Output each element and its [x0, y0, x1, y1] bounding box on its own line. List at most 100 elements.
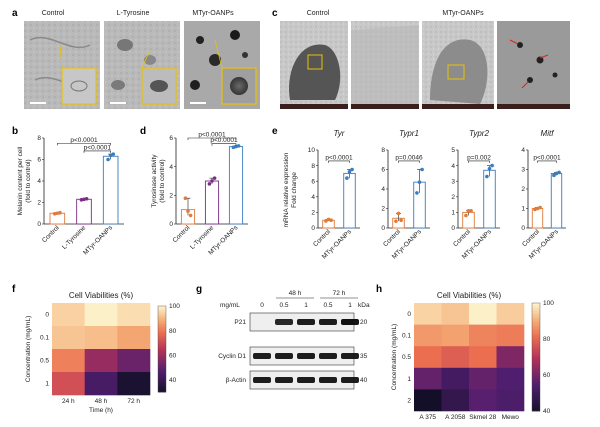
- colorbar-segment: [158, 336, 166, 339]
- y-axis-label: mRNA relative expression: [283, 152, 290, 227]
- blot-band: [275, 377, 293, 383]
- colorbar-segment: [158, 306, 166, 309]
- western-blot: g 48 h 72 h mg/mL 0 0.5 1 0.5 1 kDa P21 20 Cyclin D…: [196, 284, 370, 390]
- colorbar-segment: [158, 389, 166, 393]
- heatmap-cell: [441, 346, 470, 369]
- row-label: 0.5: [402, 354, 411, 361]
- data-point: [236, 144, 241, 148]
- colorbar-segment: [158, 310, 166, 313]
- data-point: [324, 219, 328, 223]
- colorbar-segment: [532, 308, 540, 312]
- colorbar-segment: [532, 378, 540, 382]
- colorbar-segment: [158, 353, 166, 356]
- conc-label: 1: [348, 302, 352, 309]
- colorbar-segment: [158, 325, 166, 328]
- y-tick-label: 6: [37, 157, 41, 164]
- colorbar-segment: [532, 384, 540, 388]
- blot-band: [275, 319, 293, 325]
- colorbar-segment: [532, 311, 540, 315]
- significance-bracket: [83, 150, 111, 153]
- colorbar-segment: [158, 381, 166, 384]
- y-axis-label: (fold to control): [159, 159, 166, 202]
- y-tick-label: 6: [169, 135, 173, 142]
- row-label: 0: [407, 311, 411, 318]
- y-tick-label: 2: [521, 186, 525, 193]
- colorbar-frame: [531, 302, 541, 412]
- colorbar-segment: [158, 314, 166, 318]
- data-point: [466, 209, 471, 213]
- p-value-label: p<0.0001: [84, 144, 112, 151]
- y-tick-label: 2: [169, 193, 173, 200]
- data-point: [207, 182, 212, 186]
- micrograph-ltyrosine: [104, 21, 180, 109]
- colorbar-segment: [158, 372, 166, 376]
- conc-label: 0.5: [279, 302, 288, 309]
- bar: [550, 172, 563, 229]
- y-tick-label: 6: [381, 167, 385, 174]
- colorbar-segment: [532, 303, 540, 307]
- bar: [531, 208, 544, 229]
- col-label: 48 h: [95, 398, 108, 405]
- colorbar-segment: [158, 346, 166, 350]
- colorbar-segment: [532, 335, 540, 339]
- colorbar-segment: [158, 357, 166, 361]
- colorbar-segment: [158, 323, 166, 326]
- colorbar-segment: [158, 333, 166, 337]
- colorbar-segment: [158, 385, 166, 389]
- colorbar-segment: [532, 351, 540, 355]
- colorbar-segment: [532, 375, 540, 379]
- colorbar-segment: [532, 408, 540, 412]
- colorbar-frame: [157, 305, 167, 393]
- colorbar-segment: [532, 324, 540, 328]
- heatmap-cell: [52, 349, 85, 373]
- heatmap-title: Cell Viabilities (%): [437, 291, 502, 300]
- kda-value: 35: [360, 353, 368, 360]
- colorbar-segment: [158, 387, 166, 391]
- conc-label: 1: [304, 302, 308, 309]
- panel-c: c Control MTyr-OANPs: [272, 8, 570, 109]
- colorbar-segment: [158, 368, 166, 371]
- y-tick-label: 4: [521, 147, 525, 154]
- row-label: 0.5: [40, 358, 49, 365]
- data-point: [485, 174, 489, 179]
- col-label: 24 h: [62, 398, 75, 405]
- x-tick-label: Control: [382, 228, 402, 248]
- panel-label-a: a: [12, 8, 18, 19]
- row-label: 0.1: [402, 333, 411, 340]
- kda-value: 40: [360, 377, 368, 384]
- col-label: 72 h: [127, 398, 140, 405]
- colorbar-tick: 60: [543, 372, 551, 379]
- colorbar-segment: [532, 327, 540, 331]
- colorbar-segment: [158, 327, 166, 331]
- row-label: 1: [407, 376, 411, 383]
- data-point: [345, 176, 349, 180]
- heatmap-cell: [469, 367, 497, 390]
- colorbar-segment: [532, 346, 540, 350]
- significance-bracket: [537, 160, 557, 163]
- protein-label: P21: [234, 319, 246, 326]
- colorbar-segment: [532, 338, 540, 342]
- data-point: [183, 196, 188, 200]
- y-tick-label: 0: [311, 225, 315, 232]
- chart-d: d 0246ControlL-TyrosineMTyr-OANPsp<0.000…: [140, 126, 248, 256]
- panel-c-title-control: Control: [307, 10, 330, 17]
- panel-a-title-ltyrosine: L-Tyrosine: [117, 10, 150, 17]
- data-point: [464, 213, 468, 218]
- colorbar-segment: [532, 340, 540, 344]
- y-axis-label: Melanin content per cell: [17, 146, 24, 215]
- blot-band: [297, 353, 315, 359]
- panel-label-b: b: [12, 126, 18, 137]
- y-tick-label: 0: [169, 221, 173, 228]
- p-value-label: p<0.0001: [70, 137, 98, 144]
- colorbar-segment: [158, 331, 166, 335]
- chart-e: e mRNA relative expression Fold change 0 2 4…: [272, 126, 566, 260]
- row-label: 0.1: [40, 335, 49, 342]
- heatmap-cell: [496, 303, 525, 325]
- data-point: [487, 166, 492, 171]
- data-point: [538, 205, 542, 210]
- gene-title: Mitf: [541, 129, 555, 138]
- panel-a: a Control L-Tyrosine MTyr-OANPs: [12, 8, 260, 109]
- blot-band: [297, 377, 315, 383]
- bar: [204, 180, 220, 225]
